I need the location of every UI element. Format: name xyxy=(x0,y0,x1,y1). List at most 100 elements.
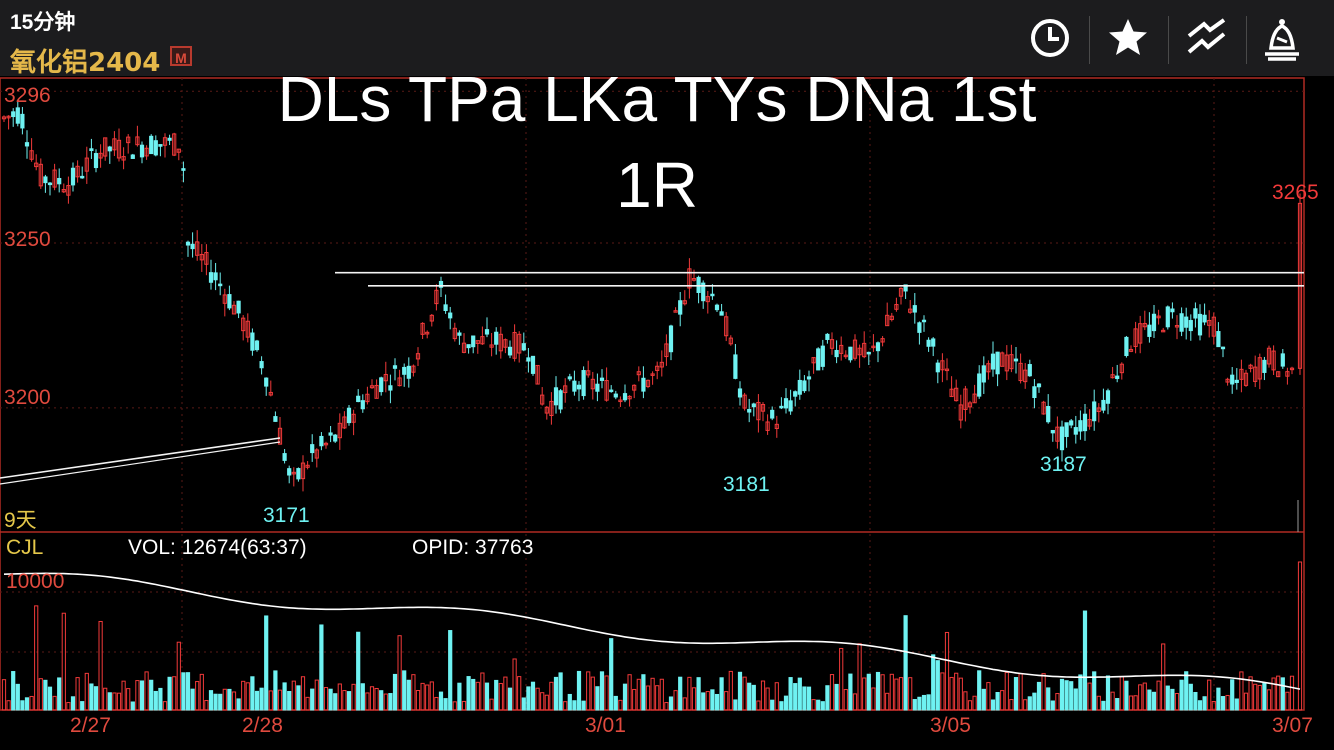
volume-bar xyxy=(852,693,858,711)
volume-bar xyxy=(43,679,48,711)
candle-body xyxy=(521,343,526,351)
candle-body xyxy=(406,365,411,379)
candle-body xyxy=(793,391,798,397)
volume-bar xyxy=(489,698,494,711)
candle-body xyxy=(857,347,862,356)
volume-bar xyxy=(788,677,793,711)
volume-bar xyxy=(162,701,168,711)
volume-bar xyxy=(1018,673,1023,711)
candle-body xyxy=(402,366,407,375)
candle-body xyxy=(880,338,885,343)
candle-body xyxy=(673,310,678,313)
interval-label[interactable]: 15分钟 xyxy=(10,11,76,34)
candle-body xyxy=(908,308,913,313)
candle-body xyxy=(1082,413,1088,432)
volume-bar xyxy=(1046,687,1051,711)
candle-body xyxy=(199,253,204,261)
candle-body xyxy=(967,402,973,408)
volume-bar xyxy=(714,693,720,711)
volume-indicator-name[interactable]: CJL xyxy=(6,536,44,559)
volume-bar xyxy=(1027,696,1032,711)
candle-body xyxy=(958,404,963,421)
candle-body xyxy=(595,383,600,392)
candle-body xyxy=(512,332,517,359)
candle-body xyxy=(158,144,163,147)
range-label[interactable]: 9天 xyxy=(4,509,37,532)
candle-body xyxy=(553,387,559,406)
volume-bar xyxy=(1,679,7,711)
volume-bar xyxy=(567,693,572,711)
candle-body xyxy=(1105,390,1111,404)
candle-body xyxy=(1087,419,1092,427)
candle-body xyxy=(544,406,549,414)
clock-icon[interactable] xyxy=(1024,12,1076,64)
volume-bar xyxy=(563,701,568,711)
volume-bar xyxy=(429,681,434,711)
candle-body xyxy=(6,115,11,119)
candle-body xyxy=(806,376,812,380)
symbol-name[interactable]: 氧化铝2404 xyxy=(10,48,161,78)
volume-bar xyxy=(687,676,692,711)
candle-body xyxy=(1170,308,1175,313)
volume-bar xyxy=(452,701,457,711)
candle-body xyxy=(415,353,421,360)
volume-bar xyxy=(1230,679,1235,711)
candle-body xyxy=(701,282,706,302)
candle-body xyxy=(300,462,306,480)
candle-body xyxy=(130,154,135,159)
volume-bar xyxy=(287,690,292,711)
candle-body xyxy=(1234,379,1239,383)
candle-body xyxy=(1207,319,1212,326)
volume-bar xyxy=(544,694,549,711)
candle-body xyxy=(632,384,637,391)
alert-bell-icon[interactable] xyxy=(1256,12,1308,64)
candle-body xyxy=(963,388,968,410)
volume-bar xyxy=(167,676,172,711)
candle-body xyxy=(1,116,7,120)
volume-bar xyxy=(1036,681,1042,711)
candle-body xyxy=(489,344,494,348)
candle-body xyxy=(1004,354,1009,372)
star-icon[interactable] xyxy=(1102,12,1154,64)
candlestick-chart[interactable] xyxy=(0,76,1334,750)
volume-bar xyxy=(535,687,540,711)
volume-bar xyxy=(1105,675,1111,711)
candle-body xyxy=(1096,407,1101,412)
volume-bar xyxy=(484,682,490,711)
volume-bar xyxy=(144,671,149,711)
candle-body xyxy=(245,320,250,338)
volume-bar xyxy=(351,683,356,711)
overlay-title-line2: 1R xyxy=(616,149,698,221)
candle-body xyxy=(1119,363,1124,374)
candle-body xyxy=(503,339,508,348)
candle-body xyxy=(319,435,324,447)
candle-body xyxy=(259,361,264,369)
price-tick-label: 3296 xyxy=(4,84,51,107)
volume-bar xyxy=(889,673,894,711)
volume-bar xyxy=(802,686,807,711)
volume-bar xyxy=(1188,683,1193,711)
candle-body xyxy=(429,314,434,322)
volume-bar xyxy=(1211,701,1216,711)
volume-bar xyxy=(448,630,453,711)
volume-bar xyxy=(521,697,526,711)
candle-body xyxy=(153,140,158,156)
candle-body xyxy=(1197,313,1203,336)
candle-body xyxy=(438,280,444,288)
candle-body xyxy=(1289,367,1295,371)
volume-bar xyxy=(227,688,232,711)
trend-line xyxy=(0,437,281,479)
candle-body xyxy=(917,322,922,333)
candle-body xyxy=(38,163,43,187)
volume-bar xyxy=(185,672,191,711)
volume-bar xyxy=(622,683,628,711)
volume-bar xyxy=(747,682,752,711)
candle-body xyxy=(1211,316,1216,337)
volume-bar xyxy=(126,688,131,711)
candle-body xyxy=(310,444,315,454)
candle-body xyxy=(162,137,168,146)
draw-lines-icon[interactable] xyxy=(1180,12,1232,64)
volume-bar xyxy=(1193,691,1198,711)
price-tick-label: 3250 xyxy=(4,228,51,251)
volume-bar xyxy=(1023,699,1028,711)
